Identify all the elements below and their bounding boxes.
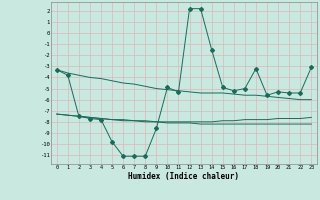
X-axis label: Humidex (Indice chaleur): Humidex (Indice chaleur) [129,172,239,181]
